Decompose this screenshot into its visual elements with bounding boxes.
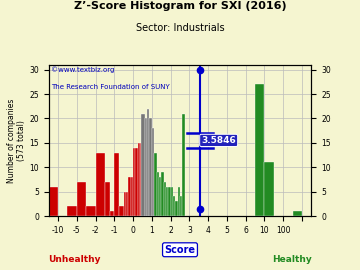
Bar	[95, 153, 105, 216]
Bar	[131, 177, 133, 216]
Bar	[255, 84, 265, 216]
Bar	[157, 172, 159, 216]
Bar	[124, 192, 126, 216]
Bar	[49, 187, 58, 216]
Text: Score: Score	[165, 245, 195, 255]
Y-axis label: Number of companies
(573 total): Number of companies (573 total)	[7, 98, 26, 183]
Bar	[114, 153, 119, 216]
Bar	[138, 143, 140, 216]
Bar	[161, 172, 163, 216]
Text: ©www.textbiz.org: ©www.textbiz.org	[51, 66, 114, 73]
Bar	[152, 128, 154, 216]
Bar	[105, 182, 109, 216]
Text: Sector: Industrials: Sector: Industrials	[136, 23, 224, 33]
Bar	[135, 148, 138, 216]
Bar	[149, 119, 152, 216]
Bar	[175, 201, 177, 216]
Bar	[141, 114, 145, 216]
Bar	[171, 187, 173, 216]
Text: Z’-Score Histogram for SXI (2016): Z’-Score Histogram for SXI (2016)	[74, 1, 286, 11]
Bar	[133, 148, 135, 216]
Bar	[159, 177, 161, 216]
Bar	[126, 192, 129, 216]
Bar	[109, 211, 114, 216]
Bar	[86, 206, 95, 216]
Bar	[183, 114, 185, 216]
Bar	[147, 109, 149, 216]
Text: Unhealthy: Unhealthy	[49, 255, 101, 264]
Bar	[163, 182, 166, 216]
Bar	[67, 206, 77, 216]
Bar	[168, 187, 171, 216]
Bar	[293, 211, 302, 216]
Bar	[166, 187, 168, 216]
Bar	[265, 162, 274, 216]
Text: 3.5846: 3.5846	[201, 136, 236, 145]
Bar	[173, 197, 175, 216]
Bar	[180, 197, 183, 216]
Bar	[140, 143, 141, 216]
Bar	[129, 177, 131, 216]
Bar	[145, 119, 147, 216]
Bar	[154, 153, 157, 216]
Bar	[177, 187, 180, 216]
Bar	[77, 182, 86, 216]
Bar	[119, 206, 124, 216]
Text: Healthy: Healthy	[272, 255, 311, 264]
Text: The Research Foundation of SUNY: The Research Foundation of SUNY	[51, 85, 170, 90]
